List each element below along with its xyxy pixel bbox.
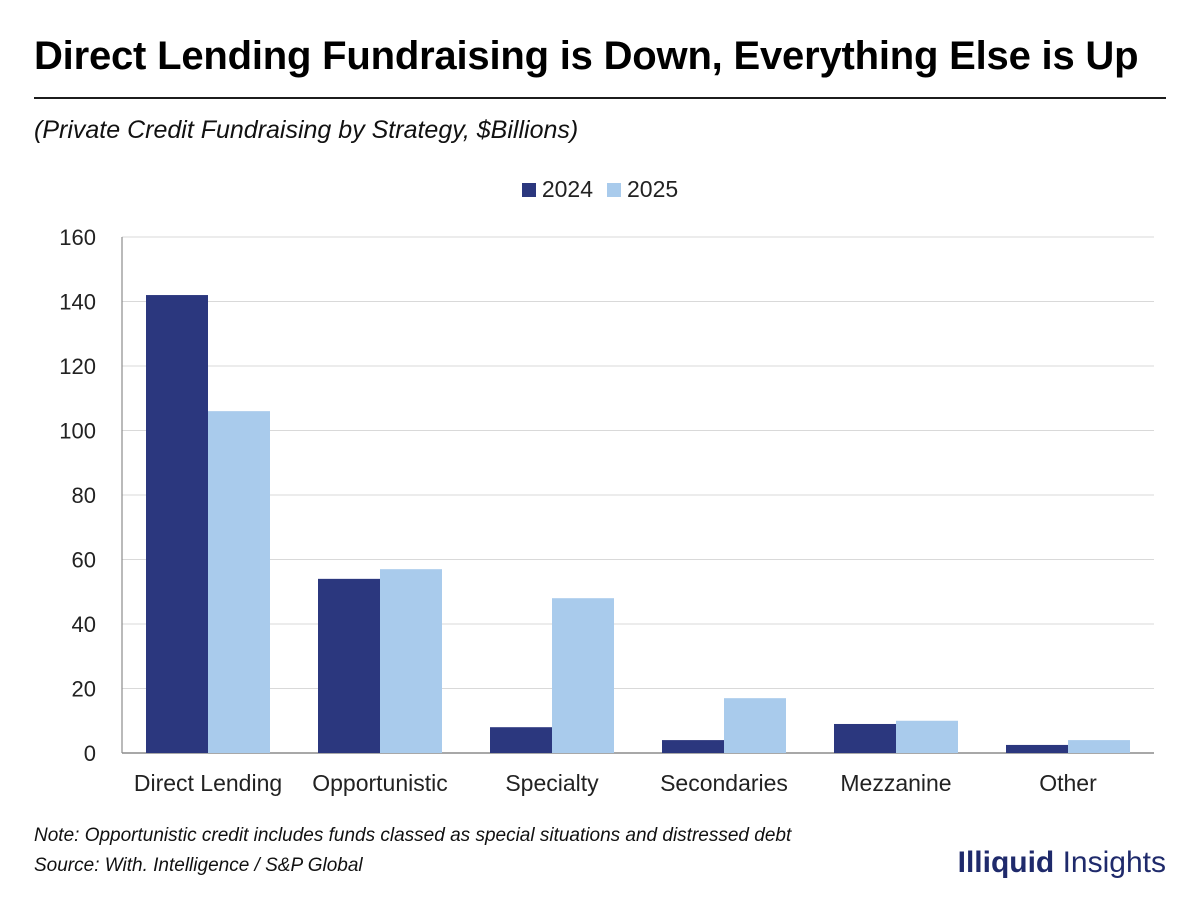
y-tick-label: 100: [59, 419, 96, 444]
chart-title: Direct Lending Fundraising is Down, Ever…: [34, 34, 1139, 78]
bar-2025-specialty: [552, 598, 614, 753]
y-tick-label: 0: [84, 741, 96, 766]
legend-item-2025: 2025: [607, 176, 678, 203]
bar-2025-secondaries: [724, 698, 786, 753]
x-tick-label: Direct Lending: [134, 770, 282, 796]
chart-legend: 2024 2025: [0, 176, 1200, 203]
source-line: Source: With. Intelligence / S&P Global: [34, 855, 363, 876]
chart-subtitle: (Private Credit Fundraising by Strategy,…: [34, 116, 579, 144]
bar-2024-opportunistic: [318, 578, 380, 753]
bar-2025-direct-lending: [208, 411, 270, 753]
y-tick-label: 80: [72, 483, 96, 508]
x-tick-label: Specialty: [505, 770, 599, 796]
bar-2025-mezzanine: [896, 720, 958, 753]
y-tick-label: 20: [72, 677, 96, 702]
legend-label-2024: 2024: [541, 176, 593, 202]
bar-2024-direct-lending: [146, 295, 208, 753]
bar-2024-other: [1006, 744, 1068, 753]
bar-2024-secondaries: [662, 740, 724, 753]
y-tick-label: 140: [59, 290, 96, 315]
bar-2025-other: [1068, 740, 1130, 753]
bar-2024-mezzanine: [834, 723, 896, 753]
y-tick-label: 40: [72, 612, 96, 637]
x-tick-label: Opportunistic: [312, 770, 448, 796]
brand-name-bold: Illiquid: [957, 846, 1055, 879]
x-tick-label: Secondaries: [660, 770, 788, 796]
footnote: Note: Opportunistic credit includes fund…: [34, 825, 792, 846]
legend-swatch-2024: [521, 182, 536, 197]
bar-2024-specialty: [490, 727, 552, 753]
title-divider: [34, 97, 1166, 99]
brand-logo: Illiquid Insights: [958, 846, 1166, 880]
bar-2025-opportunistic: [380, 569, 442, 753]
x-tick-label: Other: [1039, 770, 1097, 796]
brand-name-regular: Insights: [1054, 846, 1166, 879]
legend-label-2025: 2025: [627, 176, 679, 202]
x-tick-label: Mezzanine: [840, 770, 951, 796]
y-tick-label: 160: [59, 225, 96, 250]
legend-item-2024: 2024: [521, 176, 593, 203]
y-tick-label: 120: [59, 354, 96, 379]
y-tick-label: 60: [72, 548, 96, 573]
legend-swatch-2025: [607, 182, 621, 197]
